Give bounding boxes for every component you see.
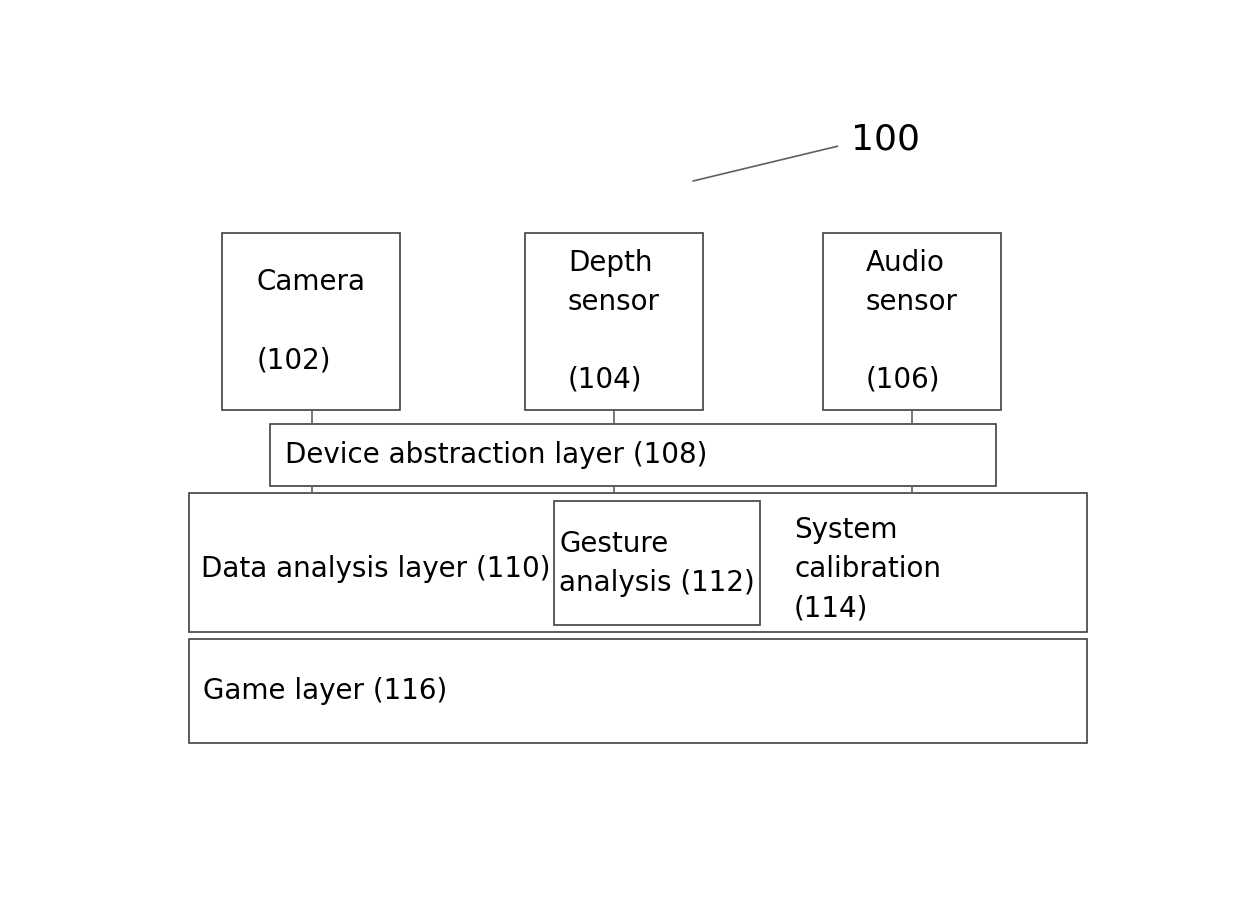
Bar <box>222 233 401 410</box>
Text: Device abstraction layer (108): Device abstraction layer (108) <box>285 441 707 469</box>
Text: Depth
sensor

(104): Depth sensor (104) <box>568 249 660 394</box>
Text: 100: 100 <box>851 123 920 157</box>
Text: Data analysis layer (110): Data analysis layer (110) <box>201 556 551 584</box>
Text: Audio
sensor

(106): Audio sensor (106) <box>866 249 957 394</box>
Text: Gesture
analysis (112): Gesture analysis (112) <box>559 530 755 596</box>
Text: Camera

(102): Camera (102) <box>257 268 366 375</box>
Bar <box>188 639 1087 743</box>
Bar <box>188 493 1087 632</box>
Text: Game layer (116): Game layer (116) <box>203 677 448 705</box>
Bar <box>525 233 703 410</box>
Text: System
calibration
(114): System calibration (114) <box>794 516 941 623</box>
Bar <box>554 502 760 625</box>
Bar <box>270 423 996 487</box>
Bar <box>823 233 1001 410</box>
